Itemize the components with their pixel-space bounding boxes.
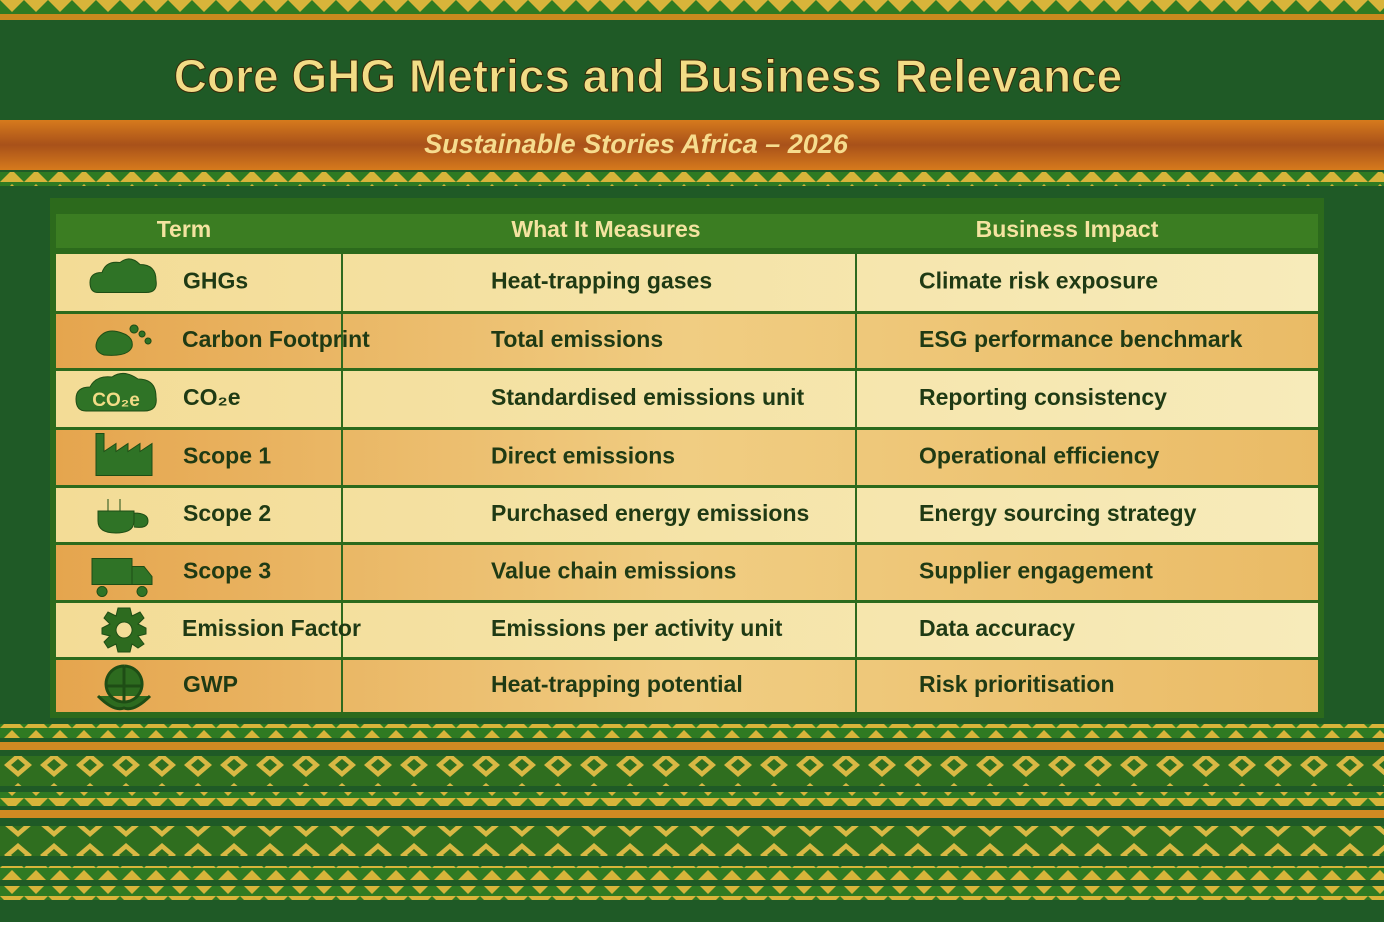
icon-shape <box>75 373 157 412</box>
measure: Direct emissions <box>491 443 675 469</box>
row-icon <box>101 607 147 653</box>
term: Scope 2 <box>183 500 271 526</box>
icon-shape <box>91 558 153 597</box>
header-row <box>56 214 1318 248</box>
term: GHGs <box>183 268 248 294</box>
term: Emission Factor <box>182 615 361 641</box>
measure: Heat-trapping potential <box>491 671 743 697</box>
table-row <box>56 660 1318 712</box>
border-pattern <box>0 172 1384 186</box>
icon-shape <box>89 258 157 293</box>
row-icon <box>95 433 153 476</box>
measure: Purchased energy emissions <box>491 500 809 526</box>
subtitle: Sustainable Stories Africa – 2026 <box>424 129 849 159</box>
impact: Operational efficiency <box>919 443 1160 469</box>
term: Scope 3 <box>183 558 271 584</box>
term: Scope 1 <box>183 443 271 469</box>
impact: Data accuracy <box>919 615 1075 641</box>
measure: Heat-trapping gases <box>491 268 712 294</box>
impact: Climate risk exposure <box>919 268 1158 294</box>
column-header: What It Measures <box>511 216 700 242</box>
term: CO₂e <box>183 384 241 410</box>
table-row <box>56 545 1318 600</box>
icon-shape <box>96 664 152 711</box>
border-pattern <box>0 756 1384 786</box>
border-pattern <box>0 826 1384 856</box>
measure: Standardised emissions unit <box>491 384 804 410</box>
table: Term What It Measures Business Impact GHGs H… <box>56 214 1318 712</box>
row-icon <box>89 258 157 293</box>
table-row <box>56 314 1318 368</box>
border-pattern <box>0 0 1384 14</box>
icon-shape <box>95 433 153 476</box>
border-stripe <box>0 742 1384 750</box>
impact: Reporting consistency <box>919 384 1167 410</box>
border-stripe <box>0 14 1384 20</box>
subtitle-band <box>0 120 1384 170</box>
row-icon: CO₂e <box>75 373 157 412</box>
row-icon <box>91 558 153 597</box>
table-row <box>56 254 1318 311</box>
border-pattern <box>0 792 1384 806</box>
column-header: Business Impact <box>976 216 1159 242</box>
measure: Emissions per activity unit <box>491 615 783 641</box>
title: Core GHG Metrics and Business Relevance <box>174 50 1122 102</box>
border-pattern <box>0 886 1384 900</box>
border-pattern <box>0 866 1384 880</box>
row-icon <box>96 664 152 711</box>
table-row <box>56 430 1318 485</box>
border-pattern <box>0 724 1384 738</box>
table-row <box>56 603 1318 657</box>
impact: Energy sourcing strategy <box>919 500 1197 526</box>
row-icon <box>95 324 152 356</box>
impact: Risk prioritisation <box>919 671 1115 697</box>
impact: Supplier engagement <box>919 558 1153 584</box>
icon-shape <box>97 499 149 534</box>
term: Carbon Footprint <box>182 326 370 352</box>
measure: Value chain emissions <box>491 558 736 584</box>
border-stripe <box>0 810 1384 818</box>
column-header: Term <box>157 216 212 242</box>
impact: ESG performance benchmark <box>919 326 1243 352</box>
measure: Total emissions <box>491 326 663 352</box>
icon-label: CO₂e <box>92 390 140 411</box>
icon-shape <box>95 324 152 356</box>
term: GWP <box>183 671 238 697</box>
table-row <box>56 488 1318 542</box>
icon-shape <box>101 607 147 653</box>
row-icon <box>97 499 149 534</box>
table-row <box>56 371 1318 427</box>
